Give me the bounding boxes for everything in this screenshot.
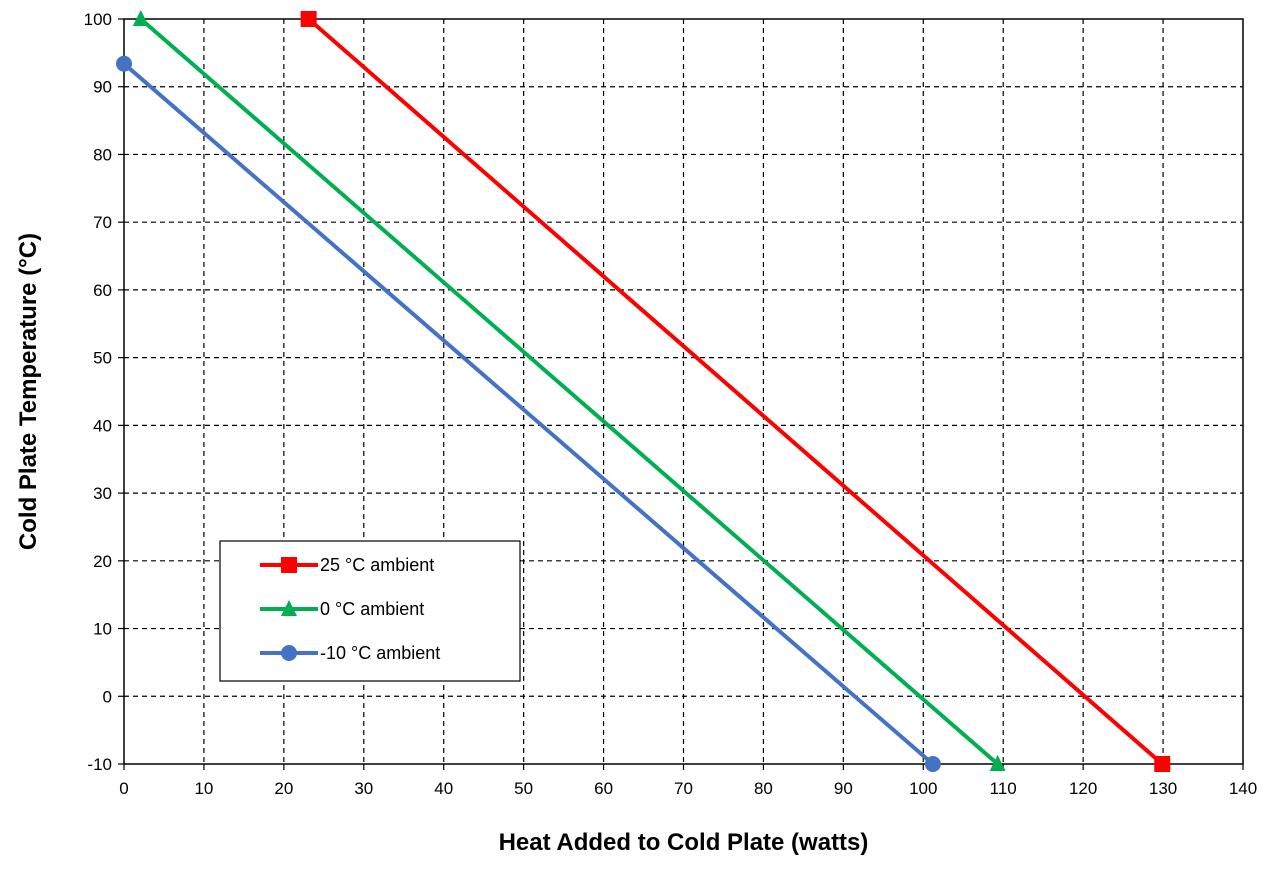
series-line: [307, 17, 1164, 766]
y-tick-label: 0: [103, 687, 112, 706]
triangle-marker: [281, 600, 297, 616]
series-line: [139, 17, 999, 766]
y-tick-label: -10: [87, 755, 112, 774]
y-tick-label: 40: [93, 416, 112, 435]
y-tick-label: 10: [93, 620, 112, 639]
y-tick-label: 20: [93, 552, 112, 571]
triangle-marker: [132, 10, 149, 26]
series-square: [300, 11, 1171, 772]
x-tick-label: 60: [594, 779, 613, 798]
y-axis-title: Cold Plate Temperature (°C): [15, 233, 42, 550]
x-tick-label: 50: [514, 779, 533, 798]
axis-ticks: 0 10 20 30 40 50 60 70 80 90 100 110 120 130 140 -10 0 10…: [84, 10, 1258, 798]
legend-label: 0 °C ambient: [320, 599, 424, 619]
x-tick-label: 0: [119, 779, 128, 798]
x-tick-label: 10: [194, 779, 213, 798]
circle-marker: [924, 756, 941, 772]
square-marker: [281, 557, 297, 573]
y-tick-label: 60: [93, 281, 112, 300]
data-series: [116, 10, 1171, 772]
circle-marker: [281, 645, 297, 661]
x-axis-title: Heat Added to Cold Plate (watts): [499, 829, 869, 856]
y-tick-label: 30: [93, 484, 112, 503]
legend-label: -10 °C ambient: [320, 643, 440, 663]
legend: 25 °C ambient 0 °C ambient -10 °C ambient: [219, 540, 521, 682]
x-tick-label: 20: [274, 779, 293, 798]
legend-item: 0 °C ambient: [260, 599, 424, 619]
y-tick-label: 80: [93, 145, 112, 164]
x-tick-label: 110: [990, 779, 1017, 798]
x-tick-label: 100: [909, 779, 937, 798]
series-triangle: [132, 10, 1006, 771]
y-tick-label: 100: [84, 10, 112, 29]
x-tick-label: 40: [434, 779, 453, 798]
circle-marker: [116, 55, 132, 72]
y-tick-label: 50: [93, 349, 112, 368]
series-line: [122, 62, 935, 766]
y-tick-label: 70: [93, 213, 112, 232]
series-circle: [116, 55, 941, 772]
legend-item: 25 °C ambient: [260, 555, 434, 575]
x-tick-label: 80: [754, 779, 773, 798]
x-tick-label: 30: [354, 779, 373, 798]
square-marker: [1154, 756, 1171, 772]
x-tick-label: 120: [1069, 779, 1097, 798]
y-tick-label: 90: [93, 78, 112, 97]
triangle-marker: [989, 755, 1006, 771]
x-tick-label: 140: [1229, 779, 1257, 798]
square-marker: [300, 11, 317, 27]
x-tick-label: 70: [674, 779, 693, 798]
x-tick-label: 90: [834, 779, 853, 798]
legend-item: -10 °C ambient: [260, 643, 440, 663]
legend-label: 25 °C ambient: [320, 555, 434, 575]
x-tick-label: 130: [1149, 779, 1177, 798]
